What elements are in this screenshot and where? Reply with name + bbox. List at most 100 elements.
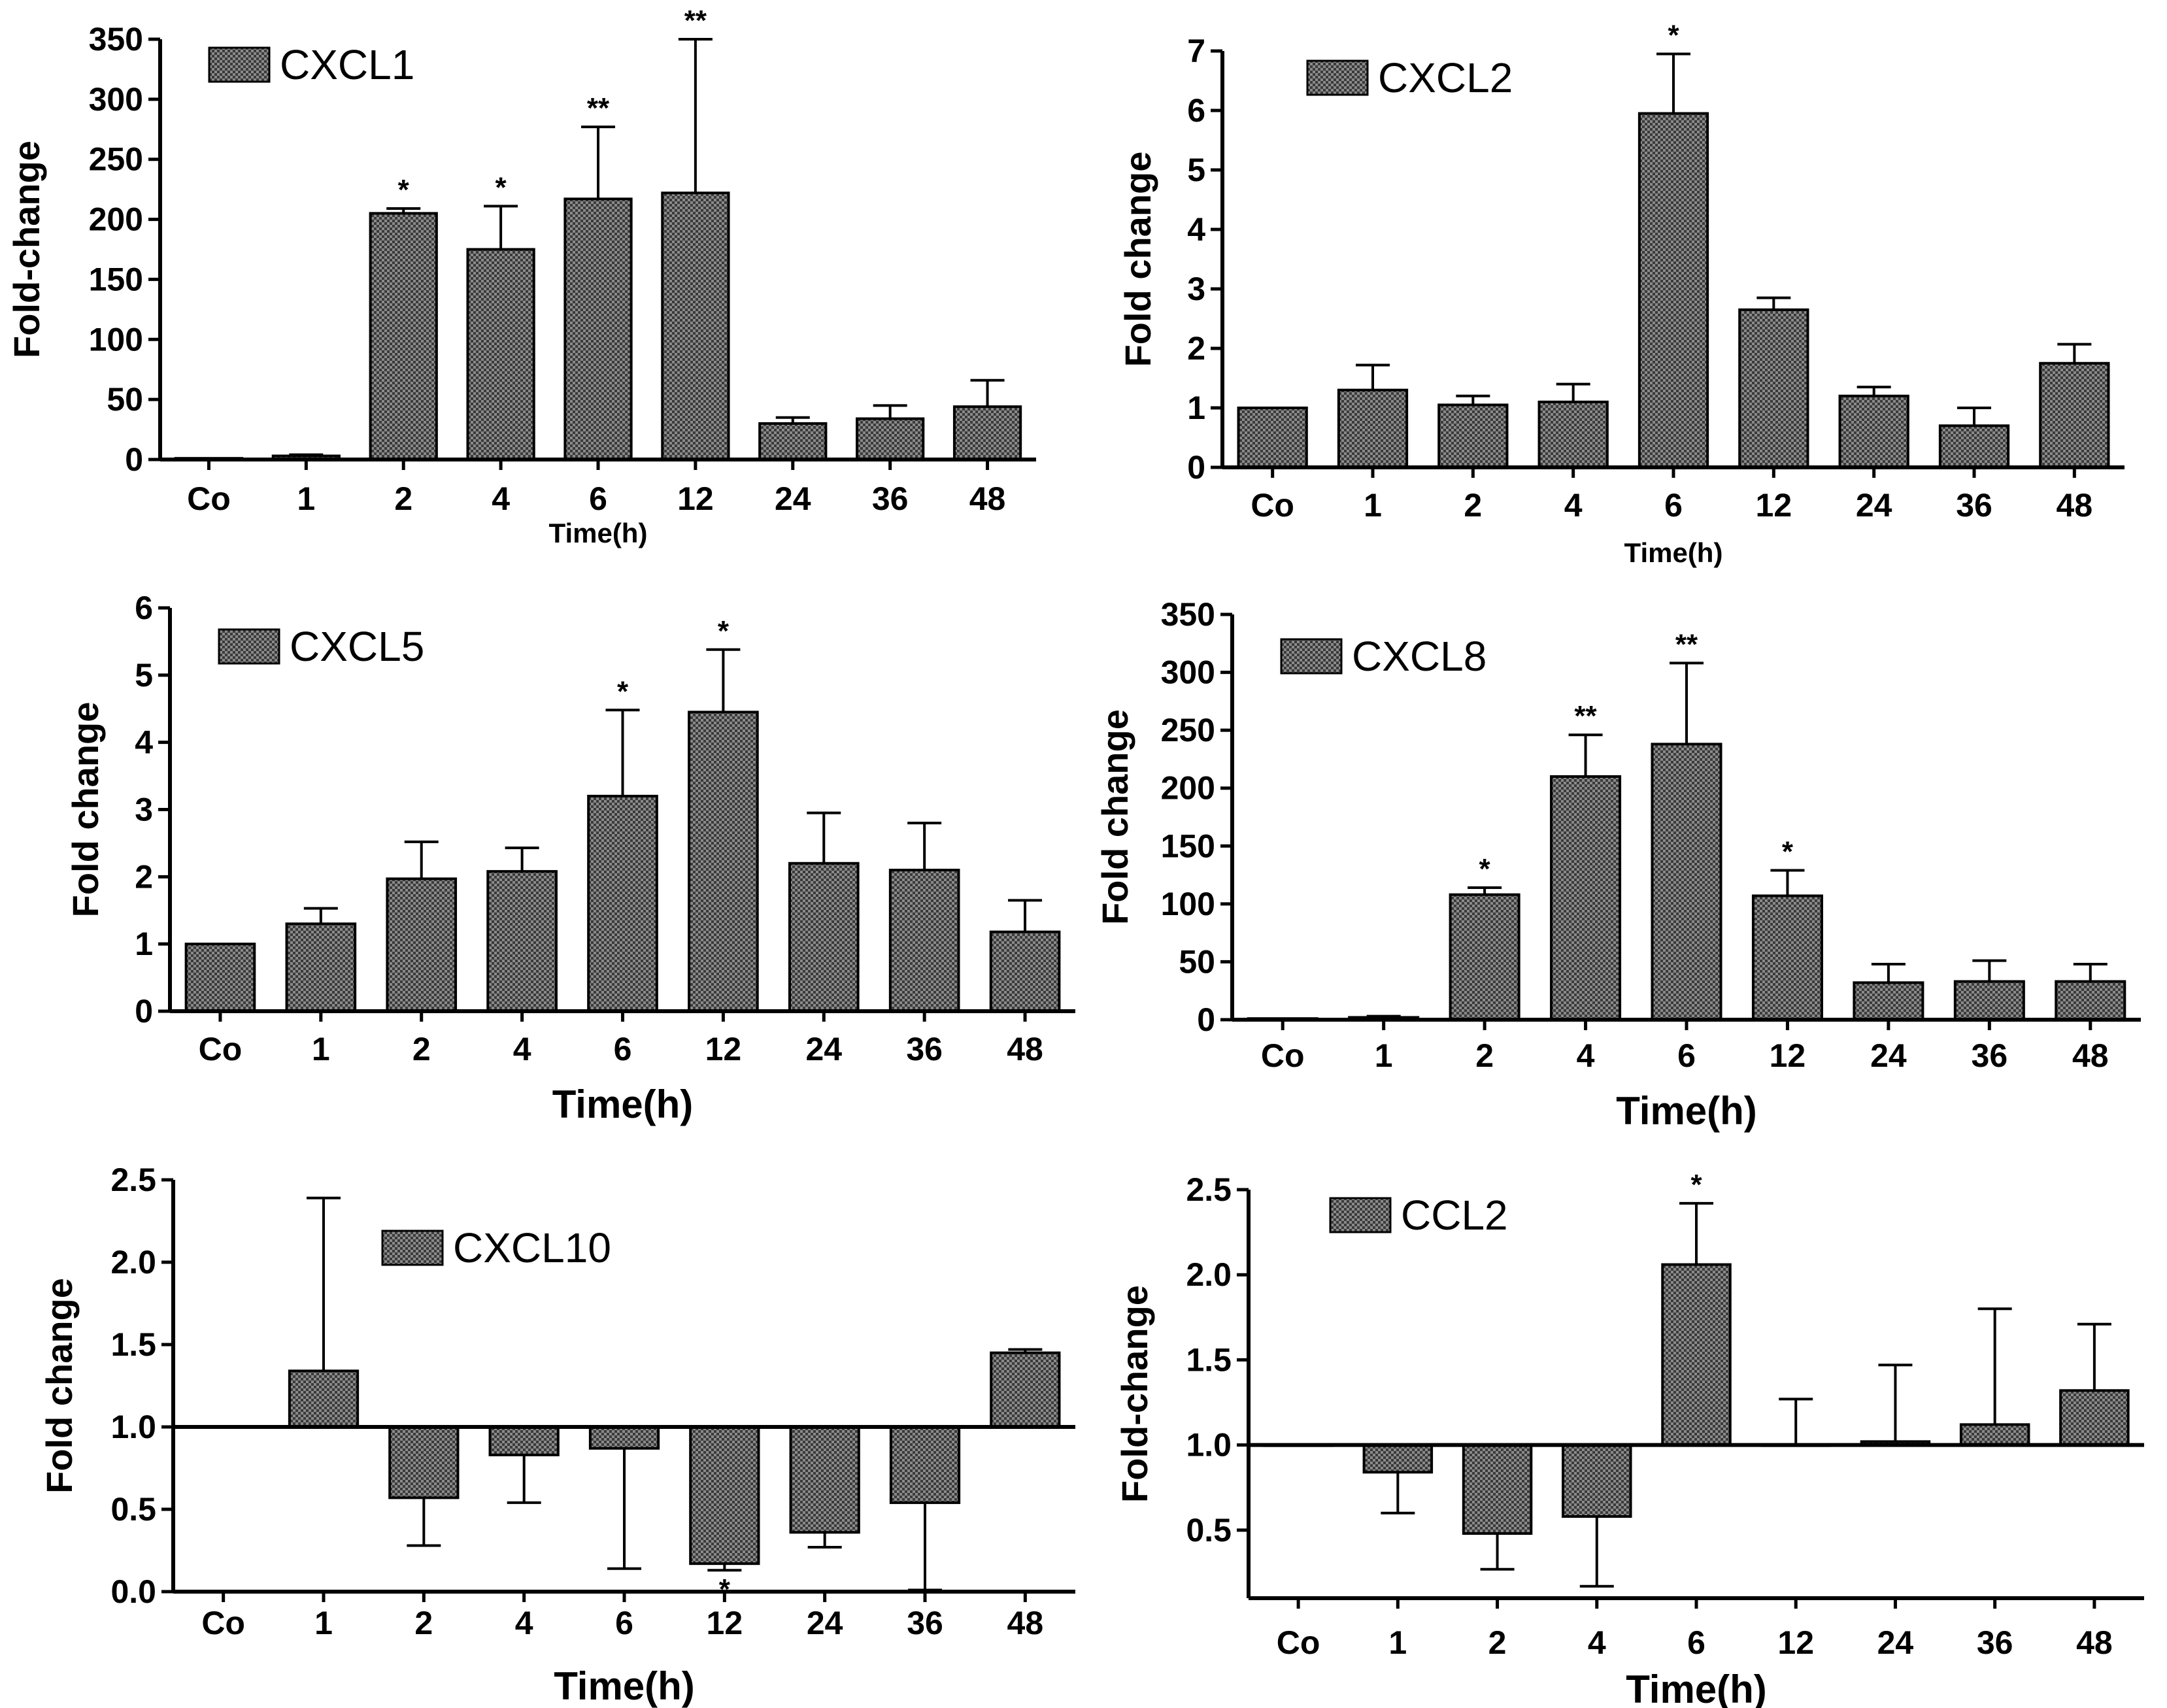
x-tick-label: 24 — [805, 1031, 842, 1067]
error-bar-cxcl2-1 — [1356, 363, 1390, 390]
x-tick-label: 4 — [492, 480, 510, 517]
bar-cxcl1-12 — [661, 192, 730, 461]
y-tick-label: 3 — [135, 792, 153, 828]
bar-cxcl2-4 — [1537, 400, 1609, 469]
bar-cxcl10-12 — [689, 1426, 760, 1566]
significance-marker: * — [719, 1573, 731, 1605]
bar-cxcl5-24 — [788, 862, 860, 1013]
error-bar-cxcl8-36 — [1972, 959, 2007, 982]
error-bar-ccl2-4 — [1579, 1516, 1614, 1588]
x-tick-label: 36 — [906, 1031, 943, 1067]
error-bar-ccl2-48 — [2077, 1322, 2111, 1391]
error-bar-cxcl5-48 — [1008, 899, 1043, 932]
legend: CXCL5 — [218, 623, 424, 670]
y-tick-label: 1.0 — [1186, 1427, 1232, 1464]
y-tick-label: 6 — [135, 590, 153, 626]
y-axis-label: Fold change — [1117, 152, 1158, 367]
x-tick-label: 12 — [1777, 1624, 1814, 1661]
x-tick-label: 6 — [1687, 1624, 1705, 1661]
bar-cxcl8-48 — [2055, 980, 2126, 1021]
error-bar-cxcl10-48 — [1008, 1348, 1043, 1353]
error-bar-cxcl1-6 — [581, 126, 615, 199]
legend: CXCL10 — [381, 1224, 611, 1271]
error-bar-cxcl10-24 — [807, 1532, 842, 1549]
x-tick-label: 36 — [1956, 487, 1992, 524]
y-tick-label: 4 — [1187, 211, 1205, 248]
bar-cxcl10-2 — [388, 1426, 460, 1499]
x-tick-label: 24 — [1856, 487, 1892, 524]
bar-cxcl8-2 — [1449, 893, 1520, 1021]
bar-cxcl10-36 — [889, 1426, 961, 1504]
x-tick-label: 2 — [1488, 1624, 1507, 1661]
y-tick-label: 0 — [135, 993, 153, 1030]
y-tick-label: 1 — [1187, 390, 1205, 426]
y-tick-label: 150 — [89, 261, 143, 297]
x-tick-label: 4 — [1564, 487, 1583, 524]
error-bar-cxcl1-1 — [289, 453, 324, 456]
bar-cxcl2-36 — [1938, 424, 2010, 469]
error-bar-cxcl5-12 — [706, 648, 741, 712]
x-tick-label: 24 — [775, 480, 811, 517]
bar-cxcl5-4 — [486, 870, 558, 1013]
x-tick-label: 4 — [1588, 1624, 1606, 1661]
legend-swatch — [1306, 59, 1369, 96]
bar-cxcl8-6 — [1651, 743, 1722, 1022]
error-bar-cxcl5-6 — [605, 709, 640, 796]
error-bar-cxcl2-2 — [1456, 394, 1490, 405]
x-tick-label: 6 — [1664, 487, 1683, 524]
x-tick-label: 2 — [394, 480, 412, 517]
y-tick-label: 2 — [1187, 330, 1205, 367]
legend-swatch — [218, 628, 280, 665]
bar-cxcl2-24 — [1838, 394, 1909, 469]
significance-marker: * — [617, 675, 629, 707]
bar-cxcl10-6 — [588, 1426, 660, 1450]
x-tick-label: 48 — [1007, 1605, 1044, 1641]
x-tick-label: 1 — [1388, 1624, 1407, 1661]
significance-marker: ** — [1675, 628, 1698, 660]
bar-cxcl1-2 — [369, 212, 438, 461]
x-tick-label: 4 — [1577, 1037, 1595, 1074]
y-tick-label: 1.0 — [110, 1409, 156, 1445]
significance-marker: * — [1668, 20, 1679, 52]
x-tick-label: Co — [187, 480, 231, 517]
significance-marker: * — [398, 174, 410, 206]
significance-marker: * — [1690, 1169, 1702, 1201]
x-tick-label: 12 — [707, 1605, 743, 1641]
x-tick-label: 1 — [1364, 487, 1382, 524]
error-bar-cxcl2-12 — [1756, 296, 1791, 310]
bar-cxcl2-48 — [2039, 361, 2110, 469]
error-bar-cxcl8-6 — [1670, 661, 1704, 745]
y-tick-label: 0.5 — [1186, 1512, 1232, 1549]
y-tick-label: 1.5 — [1186, 1341, 1232, 1378]
bar-ccl2-36 — [1959, 1423, 2030, 1447]
legend-swatch — [208, 46, 271, 83]
x-tick-label: 24 — [1870, 1037, 1907, 1074]
bar-ccl2-2 — [1462, 1443, 1533, 1535]
bar-ccl2-6 — [1661, 1263, 1732, 1447]
x-tick-label: 1 — [1375, 1037, 1393, 1074]
error-bar-cxcl1-48 — [970, 378, 1005, 407]
y-axis-label: Fold-change — [6, 141, 47, 358]
significance-marker: * — [718, 615, 730, 647]
error-bar-cxcl1-2 — [386, 207, 421, 214]
x-tick-label: 48 — [2057, 487, 2093, 524]
y-axis-label: Fold-change — [1114, 1285, 1155, 1503]
bar-cxcl10-1 — [288, 1369, 360, 1429]
bar-cxcl2-12 — [1738, 308, 1809, 469]
chart-panel-cxcl10: *0.00.51.01.52.02.5Co 1 2 4 6 12 24 36 48Time(h)… — [39, 1162, 1075, 1708]
y-tick-label: 50 — [107, 381, 143, 418]
error-bar-cxcl8-2 — [1468, 886, 1502, 895]
bar-cxcl5-12 — [688, 711, 759, 1013]
y-tick-label: 2.0 — [1186, 1256, 1232, 1293]
y-tick-label: 7 — [1187, 33, 1205, 69]
x-axis-label: Time(h) — [549, 518, 648, 548]
error-bar-ccl2-2 — [1480, 1533, 1515, 1571]
x-tick-label: 12 — [677, 480, 714, 517]
y-tick-label: 250 — [1161, 712, 1215, 748]
x-tick-label: 36 — [1977, 1624, 2013, 1661]
y-tick-label: 0.5 — [110, 1491, 156, 1528]
x-tick-label: 48 — [1007, 1031, 1043, 1067]
y-tick-label: 0.0 — [110, 1573, 156, 1610]
